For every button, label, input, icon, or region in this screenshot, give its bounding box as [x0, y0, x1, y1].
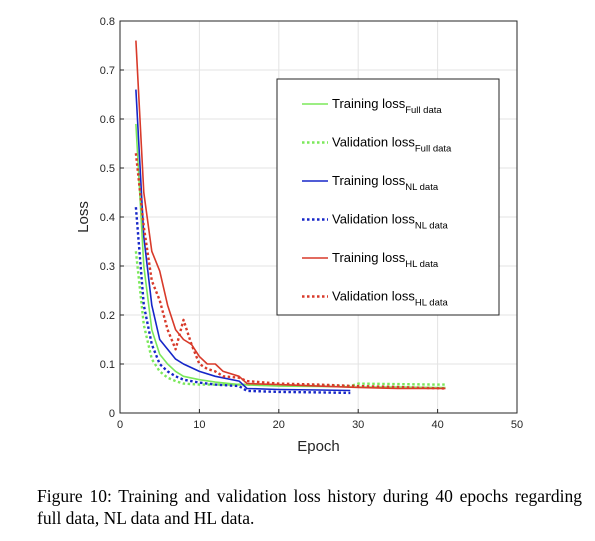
y-tick-label: 0.2 [100, 310, 115, 322]
x-tick-label: 40 [431, 419, 443, 431]
y-tick-label: 0.3 [100, 261, 115, 273]
legend-label-name: Training loss [332, 96, 406, 111]
legend-label-5: Validation lossHL data [332, 289, 449, 309]
series-lines [134, 40, 446, 395]
legend-label-2: Training lossNL data [332, 173, 439, 193]
axis-ticks: 0 10 20 30 40 50 0 0.1 0.2 0.3 0.4 0.5 0.6 0.7 0.8 [100, 16, 523, 431]
x-tick-label: 10 [193, 419, 205, 431]
series-line-2 [135, 89, 351, 392]
legend-box [276, 78, 500, 316]
legend-label-name: Validation loss [332, 135, 415, 150]
legend-label-subscript: NL data [405, 182, 439, 193]
x-tick-label: 30 [352, 419, 364, 431]
legend-label-0: Training lossFull data [332, 96, 442, 116]
legend-label-subscript: HL data [405, 259, 439, 270]
legend-label-name: Validation loss [332, 212, 415, 227]
x-axis-title: Epoch [297, 438, 340, 455]
x-tick-label: 50 [511, 419, 523, 431]
series-line-4 [135, 40, 446, 390]
legend-label-3: Validation lossNL data [332, 212, 449, 232]
legend-label-subscript: Full data [415, 144, 452, 155]
legend-label-1: Validation lossFull data [332, 135, 452, 155]
legend-label-name: Training loss [332, 173, 406, 188]
y-tick-label: 0.7 [100, 65, 115, 77]
x-tick-label: 0 [117, 419, 123, 431]
y-tick-label: 0.6 [100, 114, 115, 126]
figure-caption: Figure 10: Training and validation loss … [37, 486, 582, 528]
x-tick-label: 20 [273, 419, 285, 431]
legend-label-subscript: Full data [405, 105, 442, 116]
legend-label-name: Validation loss [332, 289, 415, 304]
legend-label-name: Training loss [332, 250, 406, 265]
loss-chart: 0 10 20 30 40 50 0 0.1 0.2 0.3 0.4 0.5 0.6 0.7 0.8 Epo… [75, 16, 523, 455]
y-tick-label: 0 [109, 408, 115, 420]
y-tick-label: 0.5 [100, 163, 115, 175]
y-tick-label: 0.4 [100, 212, 115, 224]
legend-label-subscript: HL data [415, 298, 449, 309]
y-axis-title: Loss [75, 201, 92, 233]
legend-label-4: Training lossHL data [332, 250, 439, 270]
series-line-5 [134, 153, 446, 390]
series-line-3 [134, 207, 351, 395]
y-tick-label: 0.1 [100, 359, 115, 371]
legend-label-subscript: NL data [415, 221, 449, 232]
y-tick-label: 0.8 [100, 16, 115, 28]
